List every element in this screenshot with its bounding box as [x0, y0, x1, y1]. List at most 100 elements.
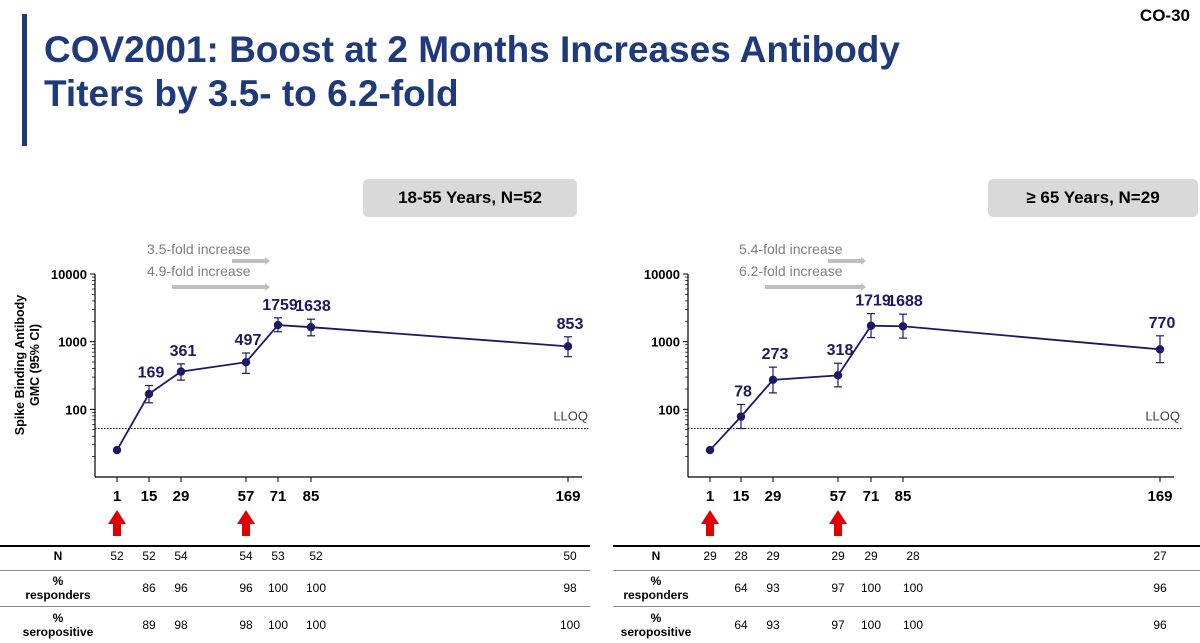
- table-cell: 28: [734, 549, 748, 563]
- y-tick-label: 100: [65, 402, 87, 417]
- data-label: 273: [762, 346, 789, 363]
- title-line-1: COV2001: Boost at 2 Months Increases Ant…: [44, 29, 900, 70]
- table-cell: 29: [831, 549, 845, 563]
- x-tick-label: 15: [141, 488, 158, 505]
- table-cell: 98: [239, 618, 253, 632]
- table-cell: 29: [703, 549, 717, 563]
- table-rule: [613, 606, 1200, 607]
- table-row-label: % seropositive: [0, 611, 118, 639]
- y-tick-label: 1000: [651, 335, 680, 350]
- table-cell: 97: [831, 618, 845, 632]
- data-point: [768, 375, 778, 385]
- table-row-label: % responders: [0, 574, 118, 602]
- table-rule: [0, 545, 590, 547]
- lloq-label: LLOQ: [553, 409, 588, 424]
- table-cell: 54: [174, 549, 188, 563]
- data-point: [898, 322, 908, 331]
- data-label: 1759: [262, 297, 298, 314]
- data-point: [833, 371, 843, 380]
- table-row-label: N: [651, 549, 661, 563]
- x-tick-label: 169: [555, 488, 580, 505]
- table-cell: 100: [559, 618, 581, 632]
- table-cell: 93: [766, 581, 780, 595]
- table-cell: 54: [239, 549, 253, 563]
- lloq-label: LLOQ: [1145, 409, 1180, 424]
- table-cell: 96: [1153, 618, 1167, 632]
- table-cell: 100: [902, 581, 924, 595]
- table-cell: 64: [734, 618, 748, 632]
- panel-label-left: 18-55 Years, N=52: [363, 179, 577, 217]
- table-cell: 100: [860, 618, 882, 632]
- x-tick-label: 1: [113, 488, 121, 505]
- x-tick-label: 57: [238, 488, 255, 505]
- fold-arrow-head: [265, 283, 270, 291]
- table-row-label: % seropositive: [596, 611, 716, 639]
- row-label-part: responders: [25, 588, 91, 602]
- x-tick-label: 71: [863, 488, 880, 505]
- row-label-part: responders: [623, 588, 689, 602]
- table-rule: [613, 545, 1200, 547]
- x-tick-label: 1: [706, 488, 714, 505]
- table-rule: [613, 570, 1200, 571]
- y-axis-label: Spike Binding AntibodyGMC (95% CI): [13, 295, 42, 436]
- page-title: COV2001: Boost at 2 Months Increases Ant…: [44, 28, 1144, 116]
- table-cell: 86: [142, 581, 156, 595]
- table-row-label: N: [53, 549, 63, 563]
- data-label: 318: [827, 342, 854, 359]
- data-point: [273, 320, 283, 330]
- data-label: 1638: [295, 298, 331, 315]
- table-rule: [0, 570, 590, 571]
- title-accent-bar: [22, 14, 27, 146]
- data-point: [306, 322, 316, 332]
- data-point: [563, 342, 573, 351]
- table-cell: 100: [860, 581, 882, 595]
- x-tick-label: 71: [270, 488, 287, 505]
- fold-increase-label: 4.9-fold increase: [147, 263, 251, 279]
- data-point: [866, 321, 876, 330]
- x-tick-label: 15: [733, 488, 750, 505]
- x-tick-label: 57: [830, 488, 847, 505]
- table-cell: 97: [831, 581, 845, 595]
- dose-arrow-icon: [108, 510, 126, 536]
- fold-arrow-head: [861, 257, 866, 265]
- data-label: 361: [170, 343, 197, 360]
- table-cell: 96: [239, 581, 253, 595]
- y-tick-label: 1000: [58, 335, 87, 350]
- data-point: [1155, 345, 1165, 354]
- row-label-part: %: [52, 611, 64, 625]
- data-point: [736, 412, 746, 421]
- table-cell: 100: [305, 618, 327, 632]
- table-cell: 100: [267, 581, 289, 595]
- table-cell: 27: [1153, 549, 1167, 563]
- data-point: [241, 358, 251, 367]
- slide-id: CO-30: [1139, 6, 1190, 25]
- table-row-label: % responders: [596, 574, 716, 602]
- chart-panel-1: 100 1000 10000 Spike Binding AntibodyGMC (9…: [13, 241, 590, 536]
- data-label: 78: [734, 383, 752, 400]
- row-label-part: seropositive: [22, 625, 94, 639]
- table-cell: 93: [766, 618, 780, 632]
- data-point: [144, 389, 154, 399]
- table-cell: 98: [563, 581, 577, 595]
- data-point: [112, 445, 122, 455]
- series-line: [709, 324, 1161, 451]
- table-cell: 52: [110, 549, 124, 563]
- table-cell: 100: [305, 581, 327, 595]
- chart-panel-2: 100 1000 10000 1 15 29 57 71 85 169 LLOQ 78 273 318 17…: [644, 241, 1182, 536]
- fold-arrow-head: [265, 257, 270, 265]
- row-label-part: %: [650, 611, 662, 625]
- data-point: [705, 445, 715, 455]
- fold-arrow-head: [861, 283, 866, 291]
- fold-increase-label: 6.2-fold increase: [739, 263, 843, 279]
- y-tick-label: 10000: [644, 267, 680, 282]
- title-line-2: Titers by 3.5- to 6.2-fold: [44, 73, 459, 114]
- data-point: [176, 367, 186, 376]
- table-cell: 29: [766, 549, 780, 563]
- panel-label-right: ≥ 65 Years, N=29: [988, 179, 1198, 217]
- table-cell: 96: [174, 581, 188, 595]
- data-label: 853: [557, 316, 584, 333]
- x-tick-label: 29: [765, 488, 782, 505]
- table-cell: 29: [864, 549, 878, 563]
- y-tick-label: 100: [658, 402, 680, 417]
- x-tick-label: 85: [895, 488, 912, 505]
